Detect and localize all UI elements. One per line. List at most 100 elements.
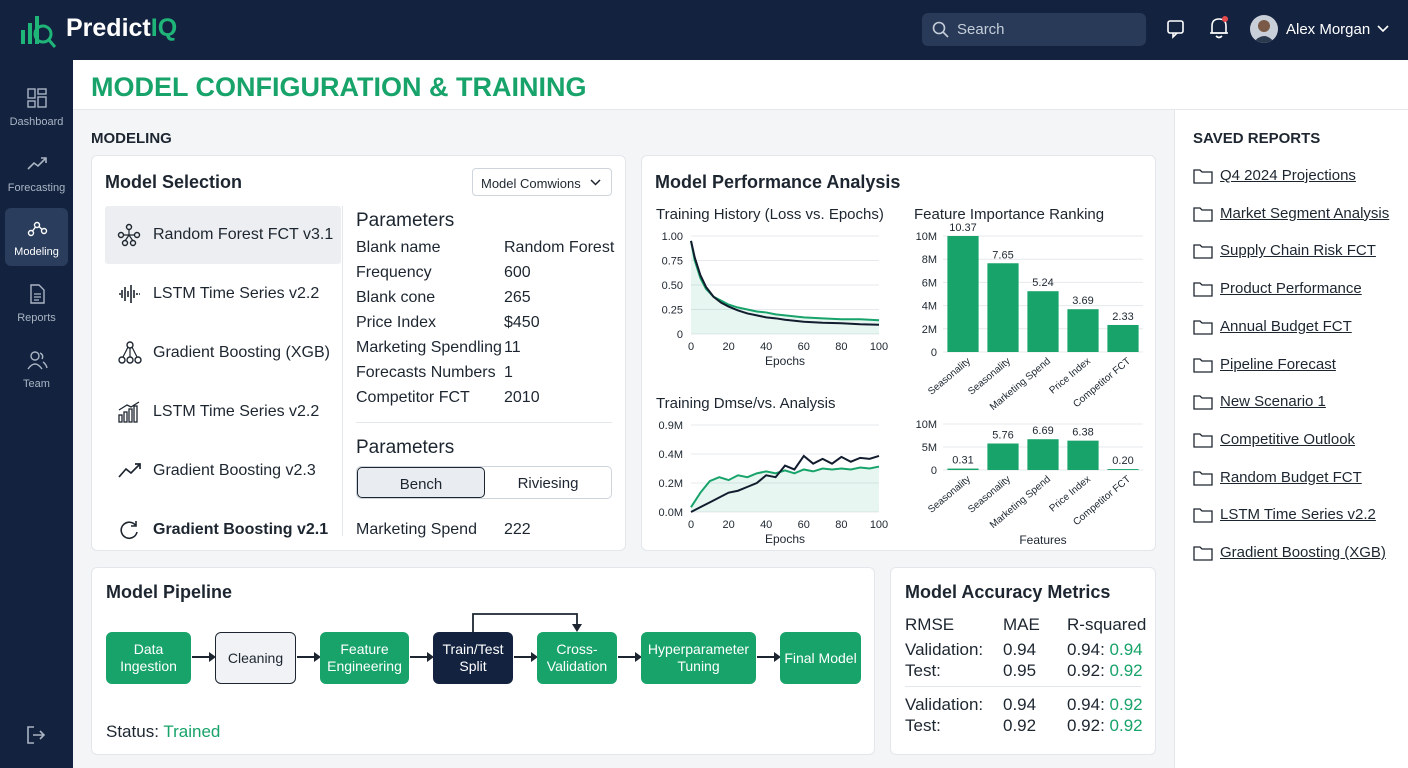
modeling-icon bbox=[27, 221, 47, 237]
step-cleaning[interactable]: Cleaning bbox=[215, 632, 296, 684]
metric-label: Test: bbox=[905, 716, 941, 735]
step-cross-validation[interactable]: Cross-Validation bbox=[537, 632, 617, 684]
model-dropdown[interactable]: Model Comwions bbox=[472, 168, 612, 196]
bell-icon[interactable] bbox=[1208, 16, 1230, 40]
param-value: 600 bbox=[504, 264, 531, 281]
model-item-lstm[interactable]: LSTM Time Series v2.2 bbox=[105, 265, 341, 323]
metric-header: MAE bbox=[1003, 615, 1040, 634]
folder-icon bbox=[1193, 508, 1213, 523]
status-value: Trained bbox=[163, 722, 221, 741]
chart-title: Training History (Loss vs. Epochs) bbox=[656, 206, 884, 223]
divider bbox=[356, 422, 612, 423]
category-label: Seasonality bbox=[926, 356, 973, 398]
status-label: Status: bbox=[106, 722, 159, 741]
saved-report-label: LSTM Time Series v2.2 bbox=[1220, 506, 1376, 524]
metric-r2: 0.92: 0.92 bbox=[1067, 661, 1143, 681]
refresh-icon bbox=[120, 521, 138, 539]
saved-report-label: Pipeline Forecast bbox=[1220, 355, 1336, 373]
metric-r2-b: 0.92 bbox=[1109, 716, 1143, 735]
loop-arrow bbox=[472, 613, 582, 632]
brand-part-b: IQ bbox=[150, 14, 178, 42]
parameters-heading: Parameters bbox=[356, 210, 455, 231]
nav-dashboard[interactable]: Dashboard bbox=[5, 78, 68, 136]
tree-network-icon bbox=[117, 223, 141, 247]
rmse-chart: Training Dmse/vs. Analysis 0.0M 0.2M 0.4M 0.… bbox=[656, 395, 888, 546]
saved-report-label: New Scenario 1 bbox=[1220, 393, 1326, 411]
dashboard-icon bbox=[26, 88, 47, 108]
bar bbox=[947, 236, 979, 352]
bar bbox=[1027, 439, 1059, 470]
riviesing-toggle[interactable]: Riviesing bbox=[517, 475, 579, 492]
nav-reports[interactable]: Reports bbox=[5, 274, 68, 332]
metric-r2-b: 0.92 bbox=[1109, 695, 1143, 714]
param-row: Price Index $450 bbox=[356, 314, 540, 332]
bar-trend-icon bbox=[118, 401, 140, 423]
nav-team[interactable]: Team bbox=[5, 340, 68, 398]
avatar[interactable] bbox=[1250, 15, 1278, 43]
nav-modeling[interactable]: Modeling bbox=[5, 208, 68, 266]
metric-r2-a: 0.94: bbox=[1067, 640, 1105, 659]
card-title: Model Performance Analysis bbox=[655, 172, 901, 192]
user-name[interactable]: Alex Morgan bbox=[1286, 21, 1371, 38]
step-feature-engineering[interactable]: Feature Engineering bbox=[320, 632, 409, 684]
model-label: Random Forest FCT v3.1 bbox=[153, 226, 334, 243]
chat-icon[interactable] bbox=[1166, 18, 1188, 40]
x-tick-label: 40 bbox=[760, 341, 772, 353]
folder-icon bbox=[1193, 282, 1213, 297]
model-label: LSTM Time Series v2.2 bbox=[153, 403, 320, 420]
metric-header: R-squared bbox=[1067, 615, 1147, 634]
x-tick-label: 80 bbox=[835, 341, 847, 353]
y-tick-label: 0.50 bbox=[662, 280, 683, 292]
nav-forecasting[interactable]: Forecasting bbox=[5, 144, 68, 202]
document-icon bbox=[29, 284, 45, 304]
bench-toggle[interactable]: Bench bbox=[357, 467, 485, 498]
series-line bbox=[690, 465, 880, 508]
x-tick-label: 20 bbox=[722, 341, 734, 353]
x-tick-label: 20 bbox=[722, 519, 734, 531]
chart-title: Training Dmse/vs. Analysis bbox=[656, 395, 836, 412]
brand-name[interactable]: PredictIQ bbox=[66, 14, 177, 43]
metric-label: Test: bbox=[905, 661, 941, 680]
logout-icon[interactable] bbox=[25, 724, 47, 746]
model-label: Gradient Boosting v2.3 bbox=[153, 462, 316, 479]
param-row: Marketing Spend 222 bbox=[356, 521, 531, 539]
arrow-connector bbox=[514, 652, 538, 662]
param-key: Forecasts Numbers bbox=[356, 364, 496, 381]
y-tick-label: 0.75 bbox=[662, 256, 683, 268]
folder-icon bbox=[1193, 395, 1213, 410]
param-key: Frequency bbox=[356, 264, 432, 281]
data-label: 2.33 bbox=[1112, 311, 1133, 323]
chevron-down-icon[interactable] bbox=[1377, 25, 1389, 33]
y-tick-label: 0.4M bbox=[659, 449, 683, 461]
metric-r2: 0.94: 0.92 bbox=[1067, 695, 1143, 715]
metric-r2-a: 0.92: bbox=[1067, 716, 1105, 735]
param-value: Random Forest bbox=[504, 239, 615, 256]
y-tick-label: 0 bbox=[931, 347, 937, 359]
arrow-connector bbox=[757, 652, 781, 662]
folder-icon bbox=[1193, 207, 1213, 222]
saved-reports-panel: SAVED REPORTS Q4 2024 Projections Market … bbox=[1174, 110, 1408, 768]
model-item-random-forest[interactable]: Random Forest FCT v3.1 bbox=[105, 206, 341, 264]
folder-icon bbox=[1193, 546, 1213, 561]
step-data-ingestion[interactable]: Data Ingestion bbox=[106, 632, 191, 684]
sidebar: Dashboard Forecasting Modeling Reports T… bbox=[0, 60, 73, 768]
status-text: Status: Trained bbox=[106, 722, 220, 742]
loss-chart: Training History (Loss vs. Epochs) 0 0.25 0… bbox=[656, 206, 888, 368]
brand-part-a: Predict bbox=[66, 14, 151, 42]
step-final-model[interactable]: Final Model bbox=[780, 632, 861, 684]
x-tick-label: 60 bbox=[798, 519, 810, 531]
y-tick-label: 0.2M bbox=[659, 478, 683, 490]
nav-label: Reports bbox=[17, 312, 56, 324]
y-tick-label: 0 bbox=[931, 465, 937, 477]
model-item-gradient-v23[interactable]: Gradient Boosting v2.3 bbox=[105, 442, 341, 500]
model-item-lstm-2[interactable]: LSTM Time Series v2.2 bbox=[105, 383, 341, 441]
folder-icon bbox=[1193, 357, 1213, 373]
model-item-gradient-v21[interactable]: Gradient Boosting v2.1 bbox=[105, 501, 341, 547]
bar bbox=[947, 468, 979, 470]
saved-report-label: Product Performance bbox=[1220, 280, 1362, 298]
step-train-test-split[interactable]: Train/Test Split bbox=[433, 632, 513, 684]
search-input[interactable]: Search bbox=[922, 13, 1146, 46]
model-item-gradient-xgb[interactable]: Gradient Boosting (XGB) bbox=[105, 324, 341, 382]
param-key: Marketing Spend bbox=[356, 521, 477, 538]
step-hyperparameter-tuning[interactable]: Hyperparameter Tuning bbox=[641, 632, 756, 684]
